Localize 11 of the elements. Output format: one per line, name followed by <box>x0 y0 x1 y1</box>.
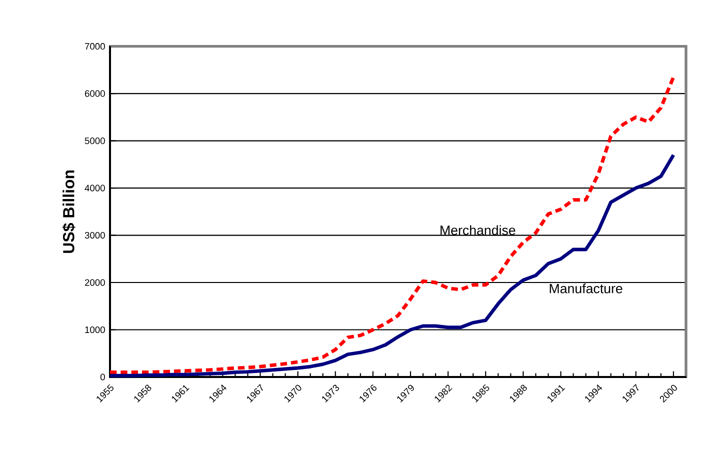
y-tick-label: 1000 <box>85 326 105 334</box>
y-axis-title: US$ Billion <box>62 170 76 253</box>
y-tick-label: 3000 <box>84 232 105 239</box>
series-label: Manufacture <box>550 283 622 294</box>
y-tick-label: 7000 <box>85 43 105 50</box>
y-tick-label: 0 <box>100 374 105 380</box>
y-tick-label: 5000 <box>84 138 105 144</box>
y-tick-label: 4000 <box>84 184 105 192</box>
y-tick-label: 2000 <box>84 279 105 286</box>
y-tick-label: 6000 <box>85 90 105 97</box>
series-label: Merchandise <box>440 225 516 235</box>
